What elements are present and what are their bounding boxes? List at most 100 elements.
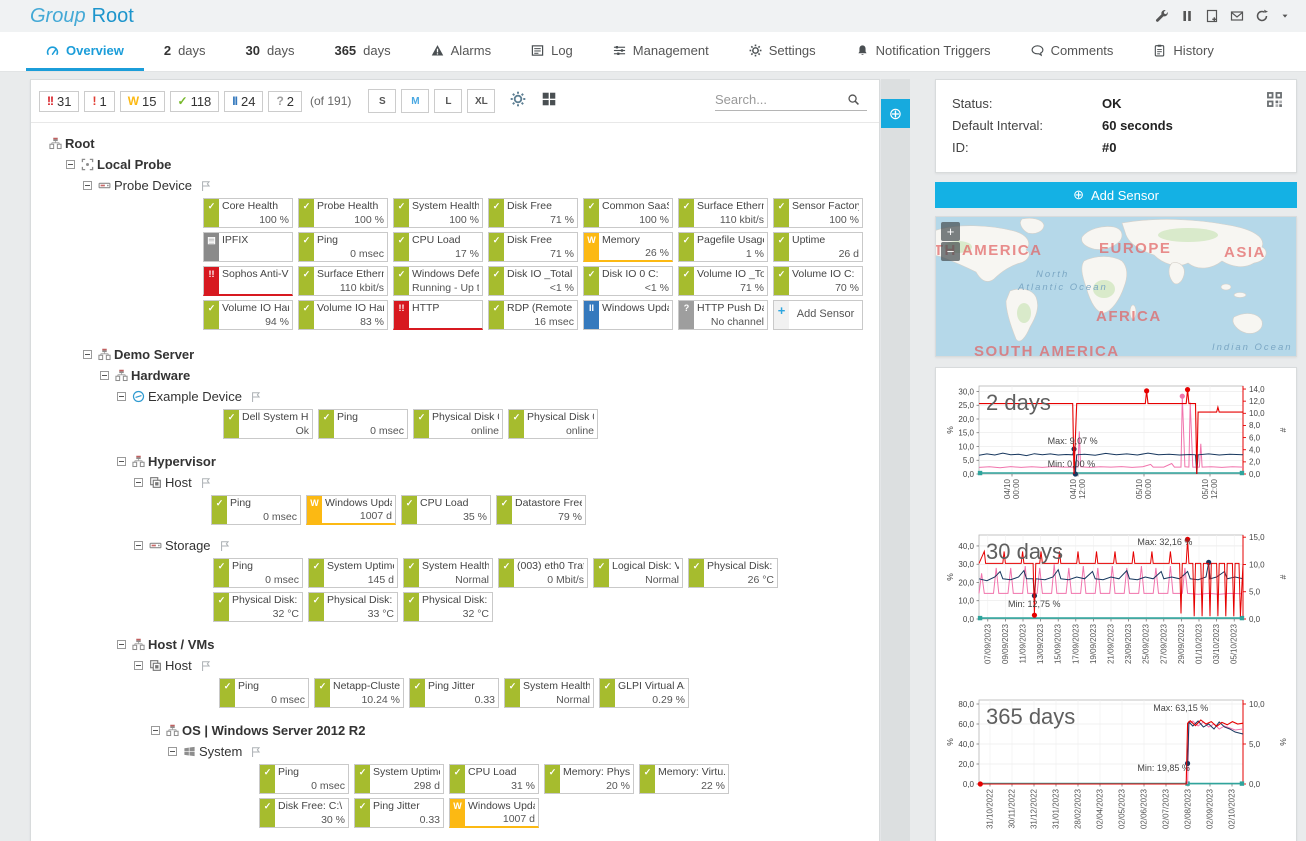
- pause-icon[interactable]: [1180, 9, 1194, 23]
- sensor-tile-probe-health[interactable]: ✓ Probe Health 100 %: [298, 198, 388, 228]
- sensor-tile-physical-disk[interactable]: ✓Physical Disk: ... 32 °C: [213, 592, 303, 622]
- sensor-tile-system-health[interactable]: ✓ System Health Normal: [504, 678, 594, 708]
- tree-node-example-device[interactable]: Example Device: [41, 386, 871, 407]
- tree-expander[interactable]: [134, 661, 143, 670]
- tree-node-host[interactable]: Host: [41, 655, 871, 676]
- sensor-tile-ping[interactable]: ✓ Ping 0 msec: [259, 764, 349, 794]
- sensor-tile-surface-ethern[interactable]: ✓Surface Ethern... 110 kbit/s: [298, 266, 388, 296]
- sensor-tile-ping[interactable]: ✓ Ping 0 msec: [298, 232, 388, 262]
- tab-30-days[interactable]: 30 days: [226, 32, 315, 71]
- sensor-tile-datastore-free[interactable]: ✓Datastore Free... 79 %: [496, 495, 586, 525]
- tree-expander[interactable]: [134, 541, 143, 550]
- sensor-tile-physical-disk-0[interactable]: ✓Physical Disk 0... online: [413, 409, 503, 439]
- tree-node-os-windows-server-2012-r2[interactable]: OS | Windows Server 2012 R2: [41, 720, 871, 741]
- sensor-tile-system-uptime[interactable]: ✓ System Uptime 298 d: [354, 764, 444, 794]
- graph-365-days[interactable]: 0,0 20,0 40,0 60,0 80,0 31/10/2022 30/11/2022 3…: [939, 690, 1293, 841]
- tree-node-host-vms[interactable]: Host / VMs: [41, 634, 871, 655]
- tree-expander[interactable]: [100, 371, 109, 380]
- status-badge-warning[interactable]: W 15: [119, 90, 165, 112]
- tab-2-days[interactable]: 2 days: [144, 32, 226, 71]
- tab-log[interactable]: Log: [511, 32, 593, 71]
- sensor-tile-physical-disk[interactable]: ✓Physical Disk: ... 32 °C: [403, 592, 493, 622]
- tree-node-demo-server[interactable]: Demo Server: [41, 344, 871, 365]
- sensor-tile-volume-io-har[interactable]: ✓Volume IO Har... 83 %: [298, 300, 388, 330]
- refresh-icon[interactable]: [1255, 9, 1269, 23]
- sensor-tile-ping[interactable]: ✓ Ping 0 msec: [318, 409, 408, 439]
- email-icon[interactable]: [1230, 9, 1244, 23]
- sensor-tile-sophos-anti-vi[interactable]: !!Sophos Anti-Vi...: [203, 266, 293, 296]
- sensor-tile-system-health[interactable]: ✓ System Health 100 %: [393, 198, 483, 228]
- sensor-tile-uptime[interactable]: ✓ Uptime 26 d: [773, 232, 863, 262]
- sensor-tile-003-eth0-traf[interactable]: ✓(003) eth0 Traf... 0 Mbit/s: [498, 558, 588, 588]
- tree-expander[interactable]: [83, 181, 92, 190]
- sensor-tile-cpu-load[interactable]: ✓ CPU Load 17 %: [393, 232, 483, 262]
- sensor-tile-disk-io-total[interactable]: ✓ Disk IO _Total <1 %: [488, 266, 578, 296]
- tree-node-host[interactable]: Host: [41, 472, 871, 493]
- geo-map[interactable]: NORTH AMERICA EUROPE ASIA AFRICA SOUTH AMERI…: [935, 216, 1297, 357]
- sensor-tile-logical-disk-v[interactable]: ✓Logical Disk: V... Normal: [593, 558, 683, 588]
- size-button-xl[interactable]: XL: [467, 89, 496, 113]
- tree-node-system[interactable]: System: [41, 741, 871, 762]
- sensor-tile-ping-jitter[interactable]: ✓ Ping Jitter 0.33: [409, 678, 499, 708]
- status-badge-unknown[interactable]: ? 2: [268, 90, 303, 112]
- tree-expander[interactable]: [168, 747, 177, 756]
- tab-notification-triggers[interactable]: Notification Triggers: [836, 32, 1011, 71]
- tab-overview[interactable]: Overview: [26, 32, 144, 71]
- report-icon[interactable]: [1205, 9, 1219, 23]
- status-badge-down-ack[interactable]: ! 1: [84, 90, 115, 112]
- tree-expander[interactable]: [151, 726, 160, 735]
- tab-365-days[interactable]: 365 days: [314, 32, 410, 71]
- wrench-icon[interactable]: [1155, 9, 1169, 23]
- sensor-tile-ping-jitter[interactable]: ✓ Ping Jitter 0.33: [354, 798, 444, 828]
- sensor-tile-ping[interactable]: ✓ Ping 0 msec: [211, 495, 301, 525]
- sensor-tile-memory-physi[interactable]: ✓Memory: Physi... 20 %: [544, 764, 634, 794]
- sensor-tile-http-push-da[interactable]: ?HTTP Push Da... No channel: [678, 300, 768, 330]
- add-sensor-tile[interactable]: + Add Sensor: [773, 300, 863, 330]
- status-badge-paused[interactable]: II 24: [224, 90, 264, 112]
- size-button-m[interactable]: M: [401, 89, 430, 113]
- tab-settings[interactable]: Settings: [729, 32, 836, 71]
- sensor-tile-physical-disk[interactable]: ✓Physical Disk: ... 26 °C: [688, 558, 778, 588]
- sensor-tile-windows-defe[interactable]: ✓Windows Defe... Running - Up to D...: [393, 266, 483, 296]
- search-icon[interactable]: [847, 93, 860, 106]
- sensor-tile-disk-free-c[interactable]: ✓ Disk Free: C:\ 30 %: [259, 798, 349, 828]
- sensor-tile-volume-io-to[interactable]: ✓Volume IO _To... 71 %: [678, 266, 768, 296]
- graph-30-days[interactable]: 0,0 10,0 20,0 30,0 40,0 07/09/2023 09/09/2023 1…: [939, 525, 1293, 686]
- sensor-tile-netapp-cluster[interactable]: ✓Netapp-Cluster... 10.24 %: [314, 678, 404, 708]
- tree-expander[interactable]: [66, 160, 75, 169]
- status-badge-up[interactable]: ✓ 118: [169, 90, 220, 112]
- tree-expander[interactable]: [117, 457, 126, 466]
- sensor-tile-glpi-virtual-a[interactable]: ✓GLPI Virtual A... 0.29 %: [599, 678, 689, 708]
- size-button-l[interactable]: L: [434, 89, 463, 113]
- tab-alarms[interactable]: Alarms: [411, 32, 511, 71]
- sensor-tile-disk-free[interactable]: ✓ Disk Free 71 %: [488, 232, 578, 262]
- tree-expander[interactable]: [117, 640, 126, 649]
- sensor-tile-disk-io-0-c[interactable]: ✓ Disk IO 0 C: <1 %: [583, 266, 673, 296]
- add-sensor-button[interactable]: ⊕ Add Sensor: [935, 182, 1297, 208]
- tree-expander[interactable]: [83, 350, 92, 359]
- tab-comments[interactable]: Comments: [1011, 32, 1134, 71]
- sensor-tile-disk-free[interactable]: ✓ Disk Free 71 %: [488, 198, 578, 228]
- sensor-tile-surface-ethern[interactable]: ✓Surface Ethern... 110 kbit/s: [678, 198, 768, 228]
- sensor-tile-memory-virtu[interactable]: ✓ Memory: Virtu... 22 %: [639, 764, 729, 794]
- sensor-tile-ping[interactable]: ✓ Ping 0 msec: [219, 678, 309, 708]
- sensor-tile-sensor-factory[interactable]: ✓ Sensor Factory 100 %: [773, 198, 863, 228]
- tree-node-root[interactable]: Root: [41, 133, 871, 154]
- sensor-tile-dell-system-he[interactable]: ✓Dell System He... Ok: [223, 409, 313, 439]
- sensor-tile-volume-io-har[interactable]: ✓Volume IO Har... 94 %: [203, 300, 293, 330]
- graph-2-days[interactable]: 0,0 5,0 10,0 15,0 20,0 25,0 30,0 04/10 00:00 04/1…: [939, 376, 1293, 521]
- sensor-tile-physical-disk-0[interactable]: ✓Physical Disk 0... online: [508, 409, 598, 439]
- sensor-tile-ping[interactable]: ✓ Ping 0 msec: [213, 558, 303, 588]
- tab-history[interactable]: History: [1133, 32, 1233, 71]
- sensor-tile-cpu-load[interactable]: ✓ CPU Load 35 %: [401, 495, 491, 525]
- size-button-s[interactable]: S: [368, 89, 397, 113]
- search-input[interactable]: [715, 91, 847, 107]
- sensor-tile-core-health[interactable]: ✓ Core Health 100 %: [203, 198, 293, 228]
- map-zoom-in-button[interactable]: +: [941, 222, 960, 241]
- caret-down-icon[interactable]: [1280, 11, 1290, 21]
- auto-size-gear-icon[interactable]: [510, 91, 526, 112]
- qr-code-icon[interactable]: [1266, 91, 1283, 113]
